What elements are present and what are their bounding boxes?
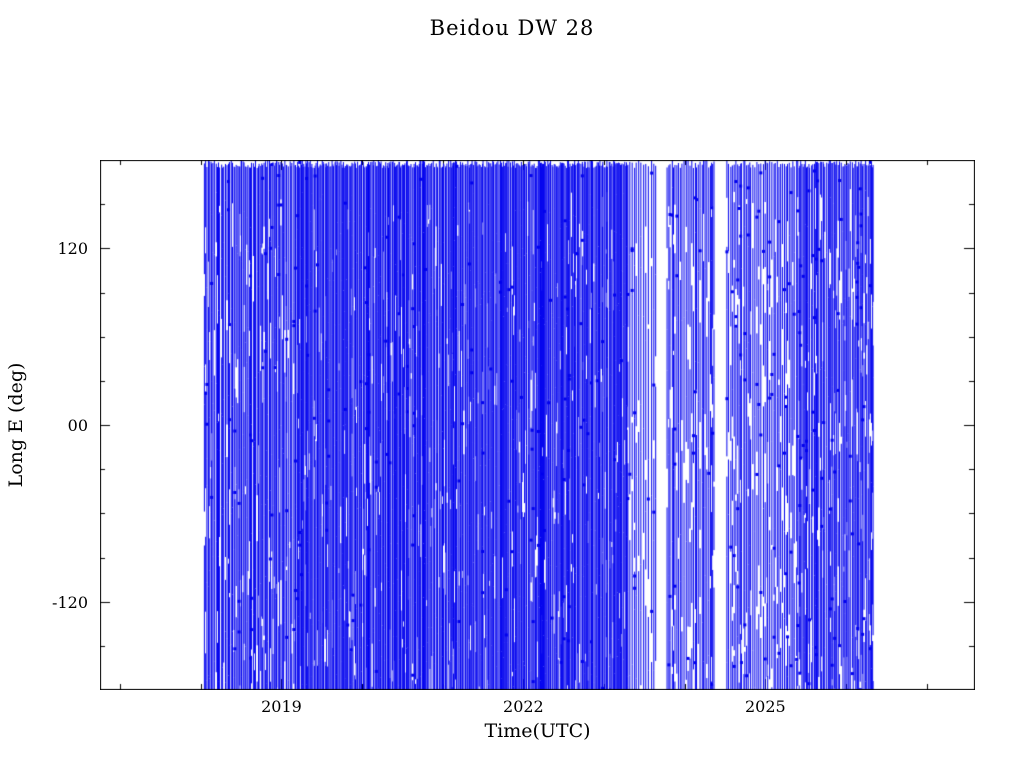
chart-title: Beidou DW 28 — [429, 16, 595, 40]
x-axis-label: Time(UTC) — [484, 720, 591, 742]
y-tick-label: 00 — [67, 416, 88, 435]
x-tick-label: 2025 — [744, 697, 786, 716]
x-tick-label: 2019 — [261, 697, 302, 716]
y-tick-label: 120 — [57, 239, 88, 259]
chart-canvas — [100, 160, 975, 690]
x-tick-label: 2022 — [503, 697, 544, 716]
y-tick-label: -120 — [52, 592, 88, 612]
